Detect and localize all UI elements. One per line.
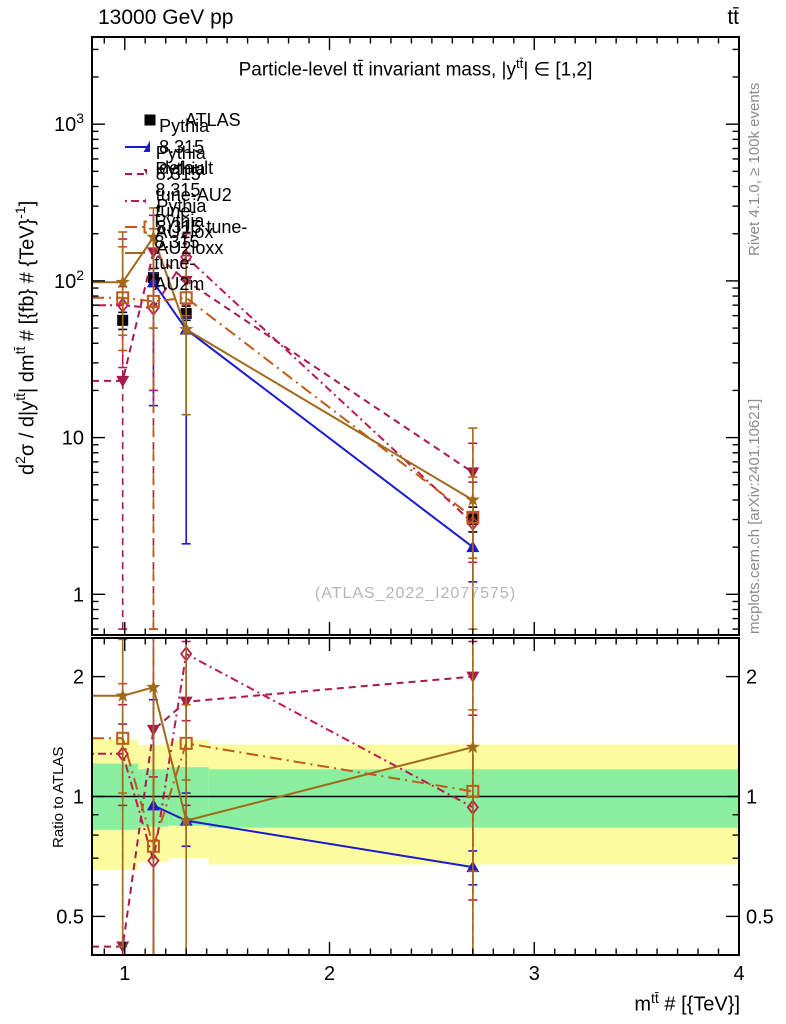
main-panel-frame (91, 36, 740, 636)
data-marker-diamond-open (143, 197, 147, 205)
data-marker-star (465, 492, 480, 507)
data-marker-triangle-down (116, 375, 130, 388)
data-marker-triangle-up (143, 140, 151, 152)
data-marker-star (115, 688, 130, 702)
axis-tick-labels: 1 10 102 103 0.5 0.5 1 1 2 2 1 2 3 4 (54, 110, 774, 985)
ratio-y-axis-label: Ratio to ATLAS (50, 746, 67, 848)
series-line (92, 675, 473, 948)
main-ytick-label: 1 (73, 584, 84, 606)
data-marker-star (142, 250, 146, 253)
rivet-version-note: Rivet 4.1.0, ≥ 100k events (746, 82, 763, 256)
legend-marker-default (125, 140, 151, 152)
legend-label-au2m: Pythia 8.315 tune-AU2m (154, 211, 205, 294)
series-line (92, 296, 474, 519)
legend-label-au2: Pythia 8.315 tune-AU2 (155, 142, 232, 205)
legend-marker-au2 (125, 169, 147, 175)
legend-item-au2m: Pythia 8.315 tune-AU2m (124, 211, 235, 294)
legend-item-au2lox: Pythia 8.315 tune-AU2lox (124, 159, 243, 242)
legend-marker-atlas (144, 114, 156, 126)
legend-item-default: Pythia 8.315 default (124, 116, 239, 178)
ratio-ytick-label-right: 1 (746, 787, 757, 809)
ylabel-part: tt̄ (12, 392, 28, 401)
ratio-green-band (208, 769, 739, 828)
axis-ticks (92, 37, 740, 956)
ratio-panel-content (92, 638, 739, 955)
ylabel-part: # [{fb} # {TeV} (16, 218, 39, 347)
ylabel-part: ] (16, 200, 39, 206)
main-ytick-label: 103 (54, 110, 84, 136)
plot-title-sup: tt̄ (515, 56, 524, 71)
data-marker-square-filled (144, 114, 156, 126)
xtick-label: 2 (324, 963, 335, 985)
ratio-ytick-label-right: 2 (746, 667, 757, 689)
data-marker-star (179, 321, 194, 336)
legend-item-au2: Pythia 8.315 tune-AU2 (124, 143, 235, 205)
ratio-ytick-label-left: 0.5 (56, 906, 84, 928)
data-marker-star (465, 739, 480, 754)
legend-item-au2loxx: Pythia 8.315 tune-AU2loxx (124, 196, 252, 258)
legend-item-atlas: ATLAS (124, 108, 241, 132)
ylabel-part: 2 (12, 455, 28, 464)
analysis-watermark: (ATLAS_2022_I2077575) (314, 585, 517, 602)
series-line (92, 652, 474, 861)
process-label: tt̄ (727, 6, 739, 29)
xtick-label: 1 (119, 963, 130, 985)
main-ytick-label: 102 (54, 267, 84, 293)
data-marker-star (146, 229, 161, 244)
ylabel-part: tt̄ (12, 346, 28, 355)
xlabel-post: # [{TeV}] (658, 993, 740, 1016)
main-ytick-label: 10 (62, 428, 84, 450)
legend-label-atlas: ATLAS (185, 109, 241, 130)
main-y-axis-label: d2σ / d|ytt̄| dmtt̄ # [{fb} # {TeV}-1] (12, 100, 40, 575)
beam-energy-label: 13000 GeV pp (98, 6, 234, 29)
data-marker-star (179, 813, 194, 827)
xlabel-sup: tt̄ (651, 990, 659, 1006)
legend-label-au2lox: Pythia 8.315 tune-AU2lox (155, 159, 214, 242)
main-panel-content (92, 207, 480, 630)
ylabel-part: d (16, 463, 39, 475)
legend-marker-au2m (125, 250, 146, 254)
series-line (92, 737, 473, 850)
ylabel-part: | dm (16, 354, 39, 393)
legend-label-default: Pythia 8.315 default (159, 115, 214, 178)
x-axis-label: mtt̄ # [{TeV}] (450, 990, 740, 1017)
xtick-label: 3 (529, 963, 540, 985)
data-marker-star (146, 679, 161, 694)
ratio-ytick-label-right: 0.5 (746, 906, 774, 928)
legend-label-au2loxx: Pythia 8.315 tune-AU2loxx (156, 195, 248, 258)
legend-marker-au2loxx (125, 220, 148, 234)
series-line (152, 281, 474, 548)
plot-title-pre: Particle-level tt̄ invariant mass, |y (238, 59, 516, 81)
ylabel-part: σ / d|y (16, 400, 39, 456)
data-marker-star (115, 274, 130, 289)
data-marker-square-open (143, 220, 148, 234)
xlabel-pre: m (634, 993, 652, 1016)
ratio-ytick-label-left: 1 (73, 787, 84, 809)
plot-title-post: | ∈ [1,2] (523, 59, 593, 81)
ylabel-part: -1 (12, 205, 28, 219)
ratio-ytick-label-left: 2 (73, 667, 84, 689)
plot-title: Particle-level tt̄ invariant mass, |ytt̄… (92, 56, 739, 81)
legend-marker-au2lox (125, 197, 147, 205)
xtick-label: 4 (733, 963, 744, 985)
mcplots-arxiv-note: mcplots.cern.ch [arXiv:2401.10621] (746, 398, 763, 634)
